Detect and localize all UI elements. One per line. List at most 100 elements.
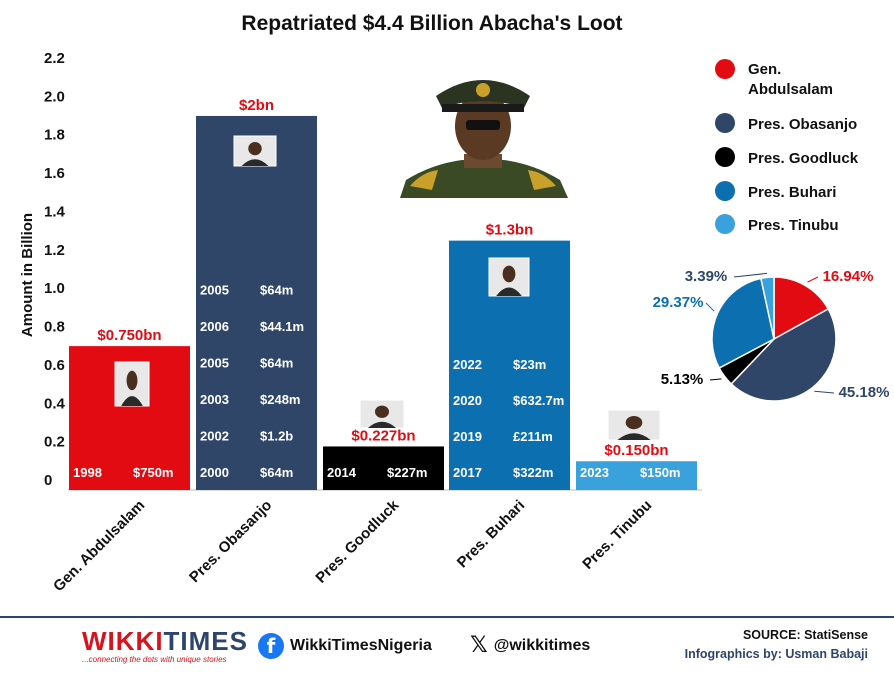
- legend-swatch: [715, 214, 735, 234]
- pie-leader-line: [705, 302, 715, 312]
- twitter-link[interactable]: 𝕏 @wikkitimes: [470, 633, 590, 658]
- brand-tagline: ...connecting the dots with unique stori…: [82, 655, 227, 664]
- breakdown-amount: $64m: [260, 283, 293, 298]
- y-tick-label: 0.2: [44, 434, 65, 451]
- legend-item[interactable]: Pres. Goodluck: [715, 147, 859, 167]
- breakdown-year: 2005: [200, 356, 229, 371]
- legend-item[interactable]: Pres. Buhari: [715, 181, 836, 201]
- bar-value-label: $0.750bn: [97, 327, 161, 344]
- pie-leader-line: [807, 276, 819, 283]
- breakdown-year: 2017: [453, 465, 482, 480]
- legend-label: Pres. Tinubu: [748, 217, 839, 234]
- y-tick-label: 1.0: [44, 280, 65, 297]
- breakdown-amount: $632.7m: [513, 393, 564, 408]
- pie-percent-label: 16.94%: [823, 268, 874, 285]
- breakdown-amount: $1.2b: [260, 429, 293, 444]
- pie-leader-line: [814, 390, 835, 394]
- legend-item[interactable]: Gen. Abdulsalam: [715, 59, 833, 98]
- legend-item[interactable]: Pres. Obasanjo: [715, 113, 857, 133]
- bar-value-label: $1.3bn: [486, 222, 534, 239]
- legend-label: Gen. Abdulsalam: [748, 61, 833, 98]
- facebook-icon: f: [258, 633, 284, 659]
- breakdown-year: 2014: [327, 465, 357, 480]
- brand-name-part2: TIMES: [163, 626, 248, 656]
- bar[interactable]: [323, 446, 444, 490]
- y-tick-label: 0.4: [44, 395, 66, 412]
- pie-percent-label: 3.39%: [685, 268, 728, 285]
- pie-slice[interactable]: [711, 277, 775, 370]
- bar-value-label: $0.227bn: [351, 427, 415, 444]
- portrait-photo: [359, 399, 405, 429]
- y-tick-label: 0: [44, 472, 52, 489]
- breakdown-year: 2003: [200, 392, 229, 407]
- legend-swatch: [715, 147, 735, 167]
- facebook-handle: WikkiTimesNigeria: [290, 637, 432, 654]
- y-tick-label: 2.2: [44, 50, 65, 67]
- breakdown-year: 2023: [580, 465, 609, 480]
- y-tick-label: 1.8: [44, 127, 65, 144]
- y-tick-label: 0.8: [44, 319, 65, 336]
- brand-logo: WIKKITIMES ...connecting the dots with u…: [82, 628, 248, 664]
- breakdown-year: 1998: [73, 465, 102, 480]
- breakdown-year: 2005: [200, 283, 229, 298]
- pie-percent-label: 5.13%: [661, 371, 704, 388]
- breakdown-year: 2022: [453, 357, 482, 372]
- category-label: Pres. Buhari: [454, 497, 529, 572]
- portrait-photo: [233, 135, 277, 167]
- legend-swatch: [715, 181, 735, 201]
- breakdown-amount: $322m: [513, 465, 553, 480]
- pie-slice[interactable]: [773, 276, 830, 341]
- breakdown-year: 2006: [200, 319, 229, 334]
- breakdown-amount: $227m: [387, 465, 427, 480]
- category-label: Pres. Obasanjo: [186, 497, 275, 586]
- brand-name-part1: WIKKI: [82, 626, 164, 656]
- breakdown-year: 2020: [453, 393, 482, 408]
- pie-leader-line: [733, 272, 768, 278]
- pie-leader-line: [709, 378, 722, 381]
- pie-slice[interactable]: [760, 276, 775, 340]
- legend-label: Pres. Obasanjo: [748, 116, 857, 133]
- breakdown-year: 2002: [200, 429, 229, 444]
- legend-swatch: [715, 59, 735, 79]
- breakdown-amount: $750m: [133, 465, 173, 480]
- pie-percent-label: 29.37%: [653, 294, 704, 311]
- portrait-photo: [607, 409, 661, 441]
- legend-item[interactable]: Pres. Tinubu: [715, 214, 839, 234]
- bar-value-label: $0.150bn: [604, 442, 668, 459]
- credit-text: Infographics by: Usman Babaji: [684, 647, 868, 661]
- y-tick-label: 1.6: [44, 165, 65, 182]
- breakdown-amount: £211m: [513, 429, 553, 444]
- category-label: Pres. Goodluck: [312, 496, 402, 586]
- bar[interactable]: [576, 461, 697, 490]
- chart-title: Repatriated $4.4 Billion Abacha's Loot: [241, 12, 622, 35]
- bar-value-label: $2bn: [239, 97, 274, 114]
- source-text: SOURCE: StatiSense: [742, 628, 868, 642]
- facebook-link[interactable]: f WikkiTimesNigeria: [258, 633, 432, 659]
- breakdown-amount: $23m: [513, 357, 546, 372]
- category-label: Gen. Abdulsalam: [50, 497, 148, 595]
- portrait-photo: [392, 68, 574, 198]
- breakdown-amount: $150m: [640, 465, 680, 480]
- y-tick-label: 1.4: [44, 203, 66, 220]
- breakdown-amount: $248m: [260, 392, 300, 407]
- twitter-handle: @wikkitimes: [493, 636, 591, 654]
- portrait-photo: [114, 361, 150, 407]
- source-credit: SOURCE: StatiSense Infographics by: Usma…: [685, 626, 868, 664]
- portrait-photo: [488, 257, 530, 297]
- y-tick-label: 0.6: [44, 357, 65, 374]
- breakdown-amount: $44.1m: [260, 319, 304, 334]
- breakdown-amount: $64m: [260, 465, 293, 480]
- legend-label: Pres. Goodluck: [748, 150, 859, 167]
- legend-label: Pres. Buhari: [748, 184, 836, 201]
- y-tick-label: 1.2: [44, 242, 65, 259]
- bar[interactable]: [196, 115, 317, 491]
- pie-slice[interactable]: [730, 307, 837, 402]
- category-label: Pres. Tinubu: [579, 497, 655, 573]
- y-axis-label: Amount in Billion: [19, 213, 36, 337]
- breakdown-year: 2000: [200, 465, 229, 480]
- footer: WIKKITIMES ...connecting the dots with u…: [0, 616, 894, 687]
- x-icon: 𝕏: [470, 633, 488, 658]
- y-tick-label: 2.0: [44, 88, 65, 105]
- pie-percent-label: 45.18%: [839, 384, 890, 401]
- legend-swatch: [715, 113, 735, 133]
